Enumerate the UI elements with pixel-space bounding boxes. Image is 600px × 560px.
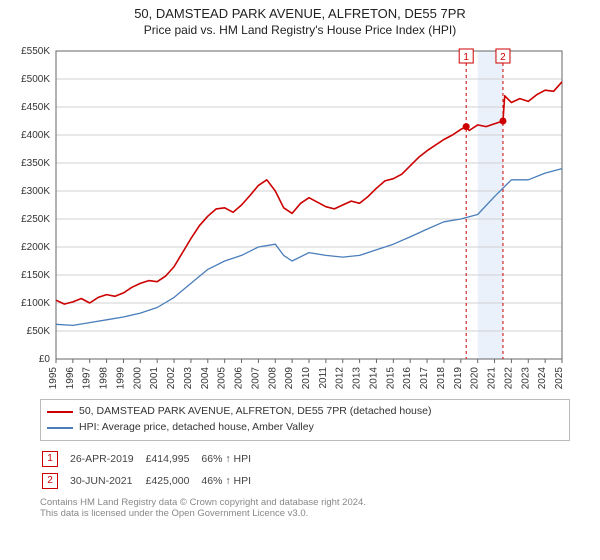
price-chart: £0 £50K £100K £150K £200K £250K £300K £350K £400… xyxy=(12,43,572,393)
footer-line2: This data is licensed under the Open Gov… xyxy=(40,508,570,520)
legend-row: HPI: Average price, detached house, Ambe… xyxy=(47,420,563,436)
svg-text:2023: 2023 xyxy=(520,367,531,390)
sale-date: 26-APR-2019 xyxy=(70,449,144,469)
sale-delta: 46% ↑ HPI xyxy=(201,471,261,491)
sales-table: 1 26-APR-2019£414,99566% ↑ HPI 2 30-JUN-202… xyxy=(40,447,263,493)
svg-text:2015: 2015 xyxy=(385,367,396,390)
svg-text:£500K: £500K xyxy=(21,74,50,85)
legend-label: HPI: Average price, detached house, Ambe… xyxy=(79,420,314,436)
svg-text:2021: 2021 xyxy=(487,367,498,390)
svg-text:1998: 1998 xyxy=(99,367,110,390)
svg-text:2005: 2005 xyxy=(217,367,228,390)
sale-delta: 66% ↑ HPI xyxy=(201,449,261,469)
svg-text:2024: 2024 xyxy=(537,367,548,390)
svg-text:£450K: £450K xyxy=(21,102,50,113)
svg-text:2014: 2014 xyxy=(368,367,379,390)
svg-text:£300K: £300K xyxy=(21,186,50,197)
chart-title-block: 50, DAMSTEAD PARK AVENUE, ALFRETON, DE55… xyxy=(0,0,600,39)
sale-marker-box: 2 xyxy=(42,473,58,489)
svg-text:£100K: £100K xyxy=(21,298,50,309)
legend: 50, DAMSTEAD PARK AVENUE, ALFRETON, DE55… xyxy=(40,399,570,441)
svg-text:£0: £0 xyxy=(39,354,51,365)
legend-label: 50, DAMSTEAD PARK AVENUE, ALFRETON, DE55… xyxy=(79,404,431,420)
svg-text:1997: 1997 xyxy=(82,367,93,390)
svg-text:£550K: £550K xyxy=(21,46,50,57)
svg-text:2013: 2013 xyxy=(352,367,363,390)
svg-text:1: 1 xyxy=(463,52,469,63)
sale-row: 1 26-APR-2019£414,99566% ↑ HPI xyxy=(42,449,261,469)
svg-text:2012: 2012 xyxy=(335,367,346,390)
svg-text:2009: 2009 xyxy=(284,367,295,390)
svg-text:£150K: £150K xyxy=(21,270,50,281)
svg-text:2006: 2006 xyxy=(234,367,245,390)
svg-text:2022: 2022 xyxy=(503,367,514,390)
legend-swatch xyxy=(47,411,73,413)
svg-text:£400K: £400K xyxy=(21,130,50,141)
svg-text:2010: 2010 xyxy=(301,367,312,390)
svg-text:2020: 2020 xyxy=(470,367,481,390)
svg-text:2002: 2002 xyxy=(166,367,177,390)
svg-text:2019: 2019 xyxy=(453,367,464,390)
svg-text:2008: 2008 xyxy=(267,367,278,390)
footer-line1: Contains HM Land Registry data © Crown c… xyxy=(40,497,570,509)
sale-price: £414,995 xyxy=(146,449,200,469)
title-subtitle: Price paid vs. HM Land Registry's House … xyxy=(0,23,600,37)
svg-text:£50K: £50K xyxy=(27,326,51,337)
svg-text:2003: 2003 xyxy=(183,367,194,390)
svg-text:2004: 2004 xyxy=(200,367,211,390)
legend-row: 50, DAMSTEAD PARK AVENUE, ALFRETON, DE55… xyxy=(47,404,563,420)
sale-row: 2 30-JUN-2021£425,00046% ↑ HPI xyxy=(42,471,261,491)
svg-text:1999: 1999 xyxy=(115,367,126,390)
sale-price: £425,000 xyxy=(146,471,200,491)
title-address: 50, DAMSTEAD PARK AVENUE, ALFRETON, DE55… xyxy=(0,6,600,21)
svg-text:2025: 2025 xyxy=(554,367,565,390)
svg-text:2000: 2000 xyxy=(132,367,143,390)
svg-text:£350K: £350K xyxy=(21,158,50,169)
svg-text:2001: 2001 xyxy=(149,367,160,390)
svg-text:2017: 2017 xyxy=(419,367,430,390)
svg-text:1995: 1995 xyxy=(48,367,59,390)
footer-attribution: Contains HM Land Registry data © Crown c… xyxy=(40,497,570,521)
svg-text:2: 2 xyxy=(500,52,506,63)
sale-marker-box: 1 xyxy=(42,451,58,467)
chart-area: £0 £50K £100K £150K £200K £250K £300K £350K £400… xyxy=(12,43,588,393)
svg-text:2018: 2018 xyxy=(436,367,447,390)
svg-text:2007: 2007 xyxy=(250,367,261,390)
svg-text:£250K: £250K xyxy=(21,214,50,225)
legend-swatch xyxy=(47,427,73,429)
svg-text:£200K: £200K xyxy=(21,242,50,253)
svg-text:2011: 2011 xyxy=(318,367,329,389)
sale-date: 30-JUN-2021 xyxy=(70,471,144,491)
svg-text:2016: 2016 xyxy=(402,367,413,390)
svg-text:1996: 1996 xyxy=(65,367,76,390)
